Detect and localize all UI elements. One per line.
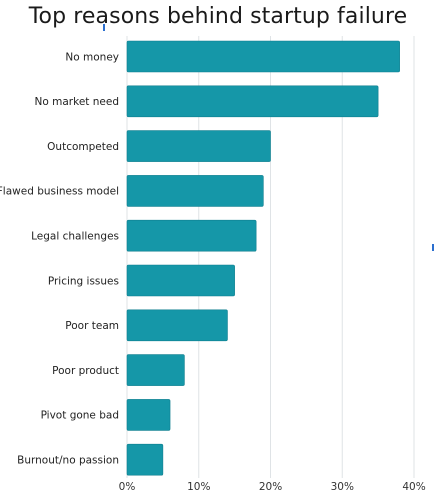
chart-title: Top reasons behind startup failure xyxy=(28,4,408,29)
x-tick-label: 20% xyxy=(259,481,282,493)
x-tick-label: 40% xyxy=(402,481,425,493)
bar xyxy=(126,399,171,431)
category-label: Poor team xyxy=(65,320,119,332)
category-label: Poor product xyxy=(52,365,119,377)
category-label: No money xyxy=(65,51,119,63)
category-label: Pricing issues xyxy=(48,275,119,287)
bar xyxy=(126,264,235,297)
category-label: Burnout/no passion xyxy=(17,455,119,467)
bar xyxy=(126,219,257,252)
x-tick-label: 10% xyxy=(187,481,210,493)
x-tick-label: 30% xyxy=(331,481,354,493)
bar xyxy=(126,354,185,386)
bar xyxy=(126,85,379,118)
edge-marker-left xyxy=(103,24,105,31)
category-label: Legal challenges xyxy=(31,231,119,243)
bar xyxy=(126,175,264,207)
category-label: Outcompeted xyxy=(47,141,119,153)
category-label: Pivot gone bad xyxy=(41,410,119,422)
x-tick-label: 0% xyxy=(119,481,136,493)
category-label: No market need xyxy=(35,96,119,108)
bar xyxy=(126,40,400,73)
category-label: Flawed business model xyxy=(0,186,119,198)
bar xyxy=(126,309,228,342)
bar xyxy=(126,443,164,476)
edge-marker-right xyxy=(432,244,434,251)
bar xyxy=(126,130,271,162)
